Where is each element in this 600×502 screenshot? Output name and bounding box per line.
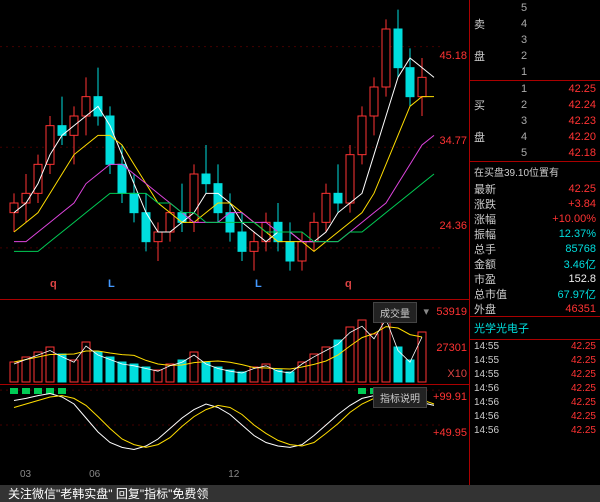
sell-panel: 5卖43盘21	[470, 0, 600, 81]
info-panel: 最新42.25涨跌+3.84涨幅+10.00%振幅12.37%总手85768金额…	[470, 181, 600, 316]
volume-chart[interactable]: 成交量 ▾ 53919 27301 X10	[0, 300, 469, 385]
marker-q: q	[345, 278, 352, 290]
tick-row: 14:5642.25	[470, 424, 600, 438]
order-row: 卖4	[470, 16, 600, 32]
info-row: 涨幅+10.00%	[470, 211, 600, 226]
vol-x10: X10	[447, 368, 467, 380]
order-row: 542.18	[470, 145, 600, 161]
order-note: 在买盘39.10位置有	[470, 162, 600, 181]
price-tick: 24.36	[439, 220, 467, 232]
tick-row: 14:5642.25	[470, 410, 600, 424]
order-row: 买242.24	[470, 97, 600, 113]
info-row: 总市值67.97亿	[470, 286, 600, 301]
order-row: 盘442.20	[470, 129, 600, 145]
footer-text: 关注微信"老韩实盘" 回复"指标"免费领	[8, 485, 208, 502]
tick-row: 14:5542.25	[470, 340, 600, 354]
candlestick-chart[interactable]: 45.18 34.77 24.36 q L L q	[0, 0, 469, 300]
sector-label[interactable]: 光学光电子	[470, 316, 600, 340]
ind-tick: +49.95	[433, 427, 467, 439]
tick-panel: 14:5542.2514:5542.2514:5542.2514:5642.25…	[470, 340, 600, 438]
tick-row: 14:5642.25	[470, 396, 600, 410]
tick-row: 14:5542.25	[470, 368, 600, 382]
buy-panel: 142.25买242.24342.23盘442.20542.18	[470, 81, 600, 162]
order-row: 5	[470, 0, 600, 16]
info-row: 振幅12.37%	[470, 226, 600, 241]
order-row: 3	[470, 32, 600, 48]
date-axis: 030612	[0, 465, 469, 483]
tick-row: 14:5642.25	[470, 382, 600, 396]
order-row: 1	[470, 64, 600, 80]
order-row: 盘2	[470, 48, 600, 64]
volume-button[interactable]: 成交量	[373, 302, 417, 323]
info-row: 总手85768	[470, 241, 600, 256]
order-row: 142.25	[470, 81, 600, 97]
order-row: 342.23	[470, 113, 600, 129]
footer-bar: 关注微信"老韩实盘" 回复"指标"免费领	[0, 485, 600, 502]
vol-tick: 53919	[436, 306, 467, 318]
info-row: 外盘46351	[470, 301, 600, 316]
info-row: 金额3.46亿	[470, 256, 600, 271]
info-row: 最新42.25	[470, 181, 600, 196]
tick-row: 14:5542.25	[470, 354, 600, 368]
marker-l: L	[255, 278, 262, 290]
ind-tick: +99.91	[433, 391, 467, 403]
price-tick: 34.77	[439, 135, 467, 147]
info-row: 涨跌+3.84	[470, 196, 600, 211]
info-row: 市盈152.8	[470, 271, 600, 286]
marker-q: q	[50, 278, 57, 290]
indicator-button[interactable]: 指标说明	[373, 387, 427, 408]
chevron-down-icon[interactable]: ▾	[423, 305, 429, 318]
indicator-chart[interactable]: 指标说明 +99.91 +49.95	[0, 385, 469, 465]
price-tick: 45.18	[439, 50, 467, 62]
vol-tick: 27301	[436, 342, 467, 354]
marker-l: L	[108, 278, 115, 290]
